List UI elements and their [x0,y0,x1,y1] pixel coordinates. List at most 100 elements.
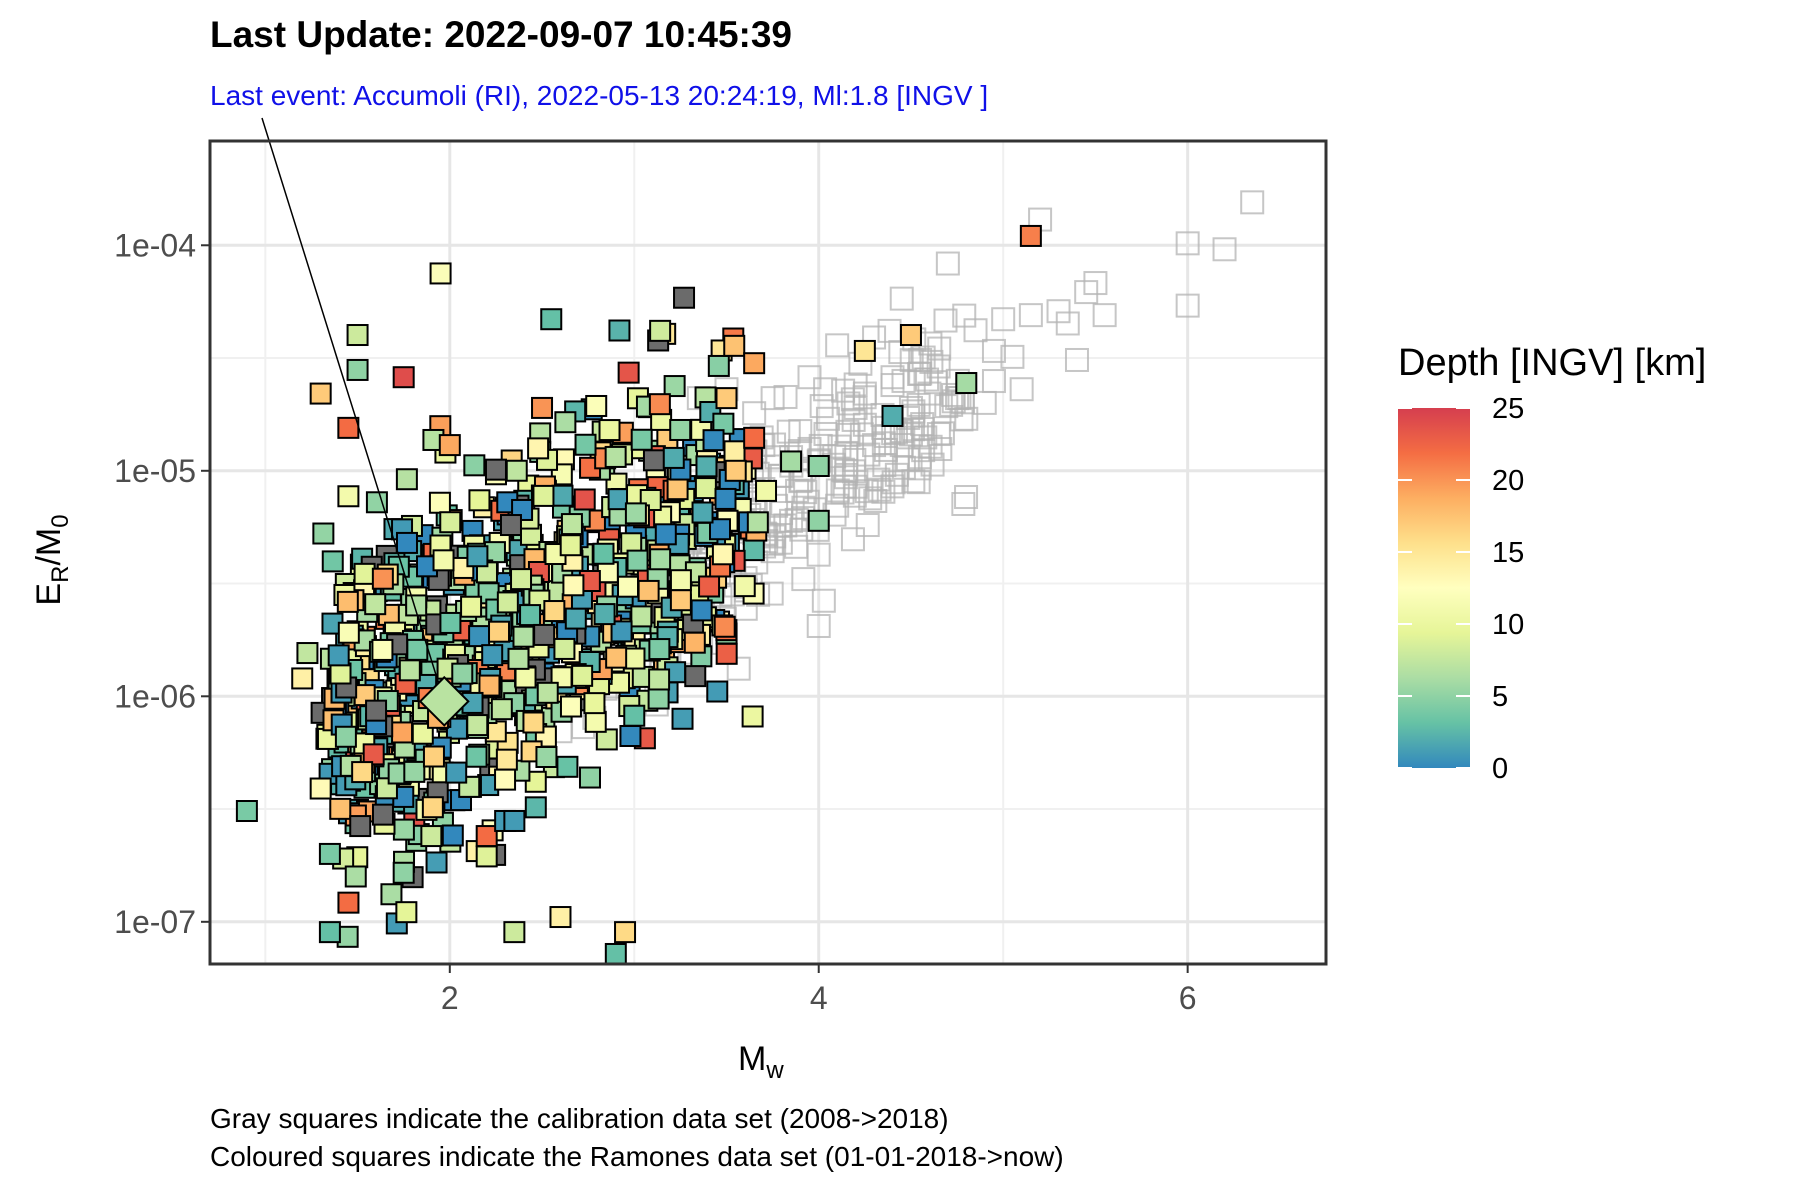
calibration-point [871,479,896,504]
ramones-point [351,761,374,784]
calibration-point [927,336,952,361]
ramones-point [496,591,519,614]
y-tick-label: 1e-06 [114,678,196,714]
ramones-point [702,429,725,452]
ramones-point [593,603,616,626]
ramones-point [671,707,694,730]
ramones-point [881,404,904,427]
calibration-point [1240,190,1265,215]
legend-colorbar [1398,408,1470,768]
ramones-point [365,491,388,514]
ramones-point [605,646,628,669]
ramones-point [392,366,415,389]
calibration-point [911,345,936,370]
y-tick-label: 1e-05 [114,453,196,489]
ramones-point [428,491,451,514]
ramones-point [346,324,369,347]
points-layer [235,141,1265,1017]
x-tick-label: 6 [1179,980,1197,1016]
ramones-point [503,809,526,832]
calibration-point [742,401,767,426]
last-event-pointer-line-top [261,117,270,142]
ramones-point [683,631,706,654]
ramones-point [624,502,647,525]
legend-tick-label: 10 [1492,609,1524,641]
calibration-point [825,478,850,503]
ramones-point [422,745,445,768]
ramones-point [649,548,672,571]
ramones-point [1019,224,1042,247]
x-axis-title-base: M [738,1040,766,1078]
ramones-point [684,665,707,688]
x-axis-title: Mw [738,1040,784,1084]
ramones-point [711,543,734,566]
ramones-point [463,454,486,477]
ramones-point [429,262,452,285]
ramones-point [535,746,558,769]
ramones-point [406,638,429,661]
calibration-point [906,470,931,495]
ramones-point [336,590,359,613]
ramones-point [551,484,574,507]
ramones-point [578,997,598,1017]
ramones-point [371,638,394,661]
ramones-point [451,662,474,685]
x-tick-label: 4 [810,980,828,1016]
calibration-point [813,377,838,402]
ramones-point [743,352,766,375]
calibration-point [889,286,914,311]
ramones-point [495,748,518,771]
ramones-point [723,334,746,357]
ramones-point [527,437,550,460]
ramones-point [617,575,640,598]
ramones-point [614,921,637,944]
ramones-point [514,666,537,689]
ramones-point [604,942,627,964]
calibration-point [1175,231,1200,256]
ramones-point [438,434,461,457]
legend-tick-label: 20 [1492,465,1524,497]
calibration-point [1018,303,1043,328]
ramones-point [490,698,513,721]
legend-tick-label: 15 [1492,537,1524,569]
ramones-point [543,600,566,623]
ramones-point [648,393,671,416]
calibration-point [842,483,867,508]
ramones-point [595,728,618,751]
ramones-point [439,511,462,534]
ramones-point [392,818,415,841]
ramones-point [578,766,601,789]
ramones-point [669,569,692,592]
ramones-point [380,883,403,906]
ramones-point [673,286,696,309]
ramones-point [610,620,633,643]
ramones-point [337,891,360,914]
calibration-point [858,486,883,511]
ramones-point [309,777,332,800]
ramones-point [553,637,576,660]
ramones-point [619,725,642,748]
calibration-point [849,422,874,447]
calibration-point [831,378,856,403]
ramones-point [741,705,764,728]
calibration-point [954,485,979,510]
ramones-point [584,710,607,733]
calibration-point [907,361,932,386]
calibration-point [930,421,955,446]
ramones-point [475,825,498,848]
ramones-point [592,542,615,565]
x-axis-title-sub: w [765,1057,784,1084]
last-event-marker [418,675,470,727]
calibration-point [768,530,793,555]
ramones-point [630,428,653,451]
ramones-point [405,594,428,617]
ramones-point [571,664,594,687]
ramones-point [481,644,504,667]
calibration-point [889,432,914,457]
ramones-point [746,511,769,534]
ramones-point [533,623,556,646]
calibration-point [1074,280,1099,305]
ramones-point [623,704,646,727]
calibration-point [769,501,794,526]
